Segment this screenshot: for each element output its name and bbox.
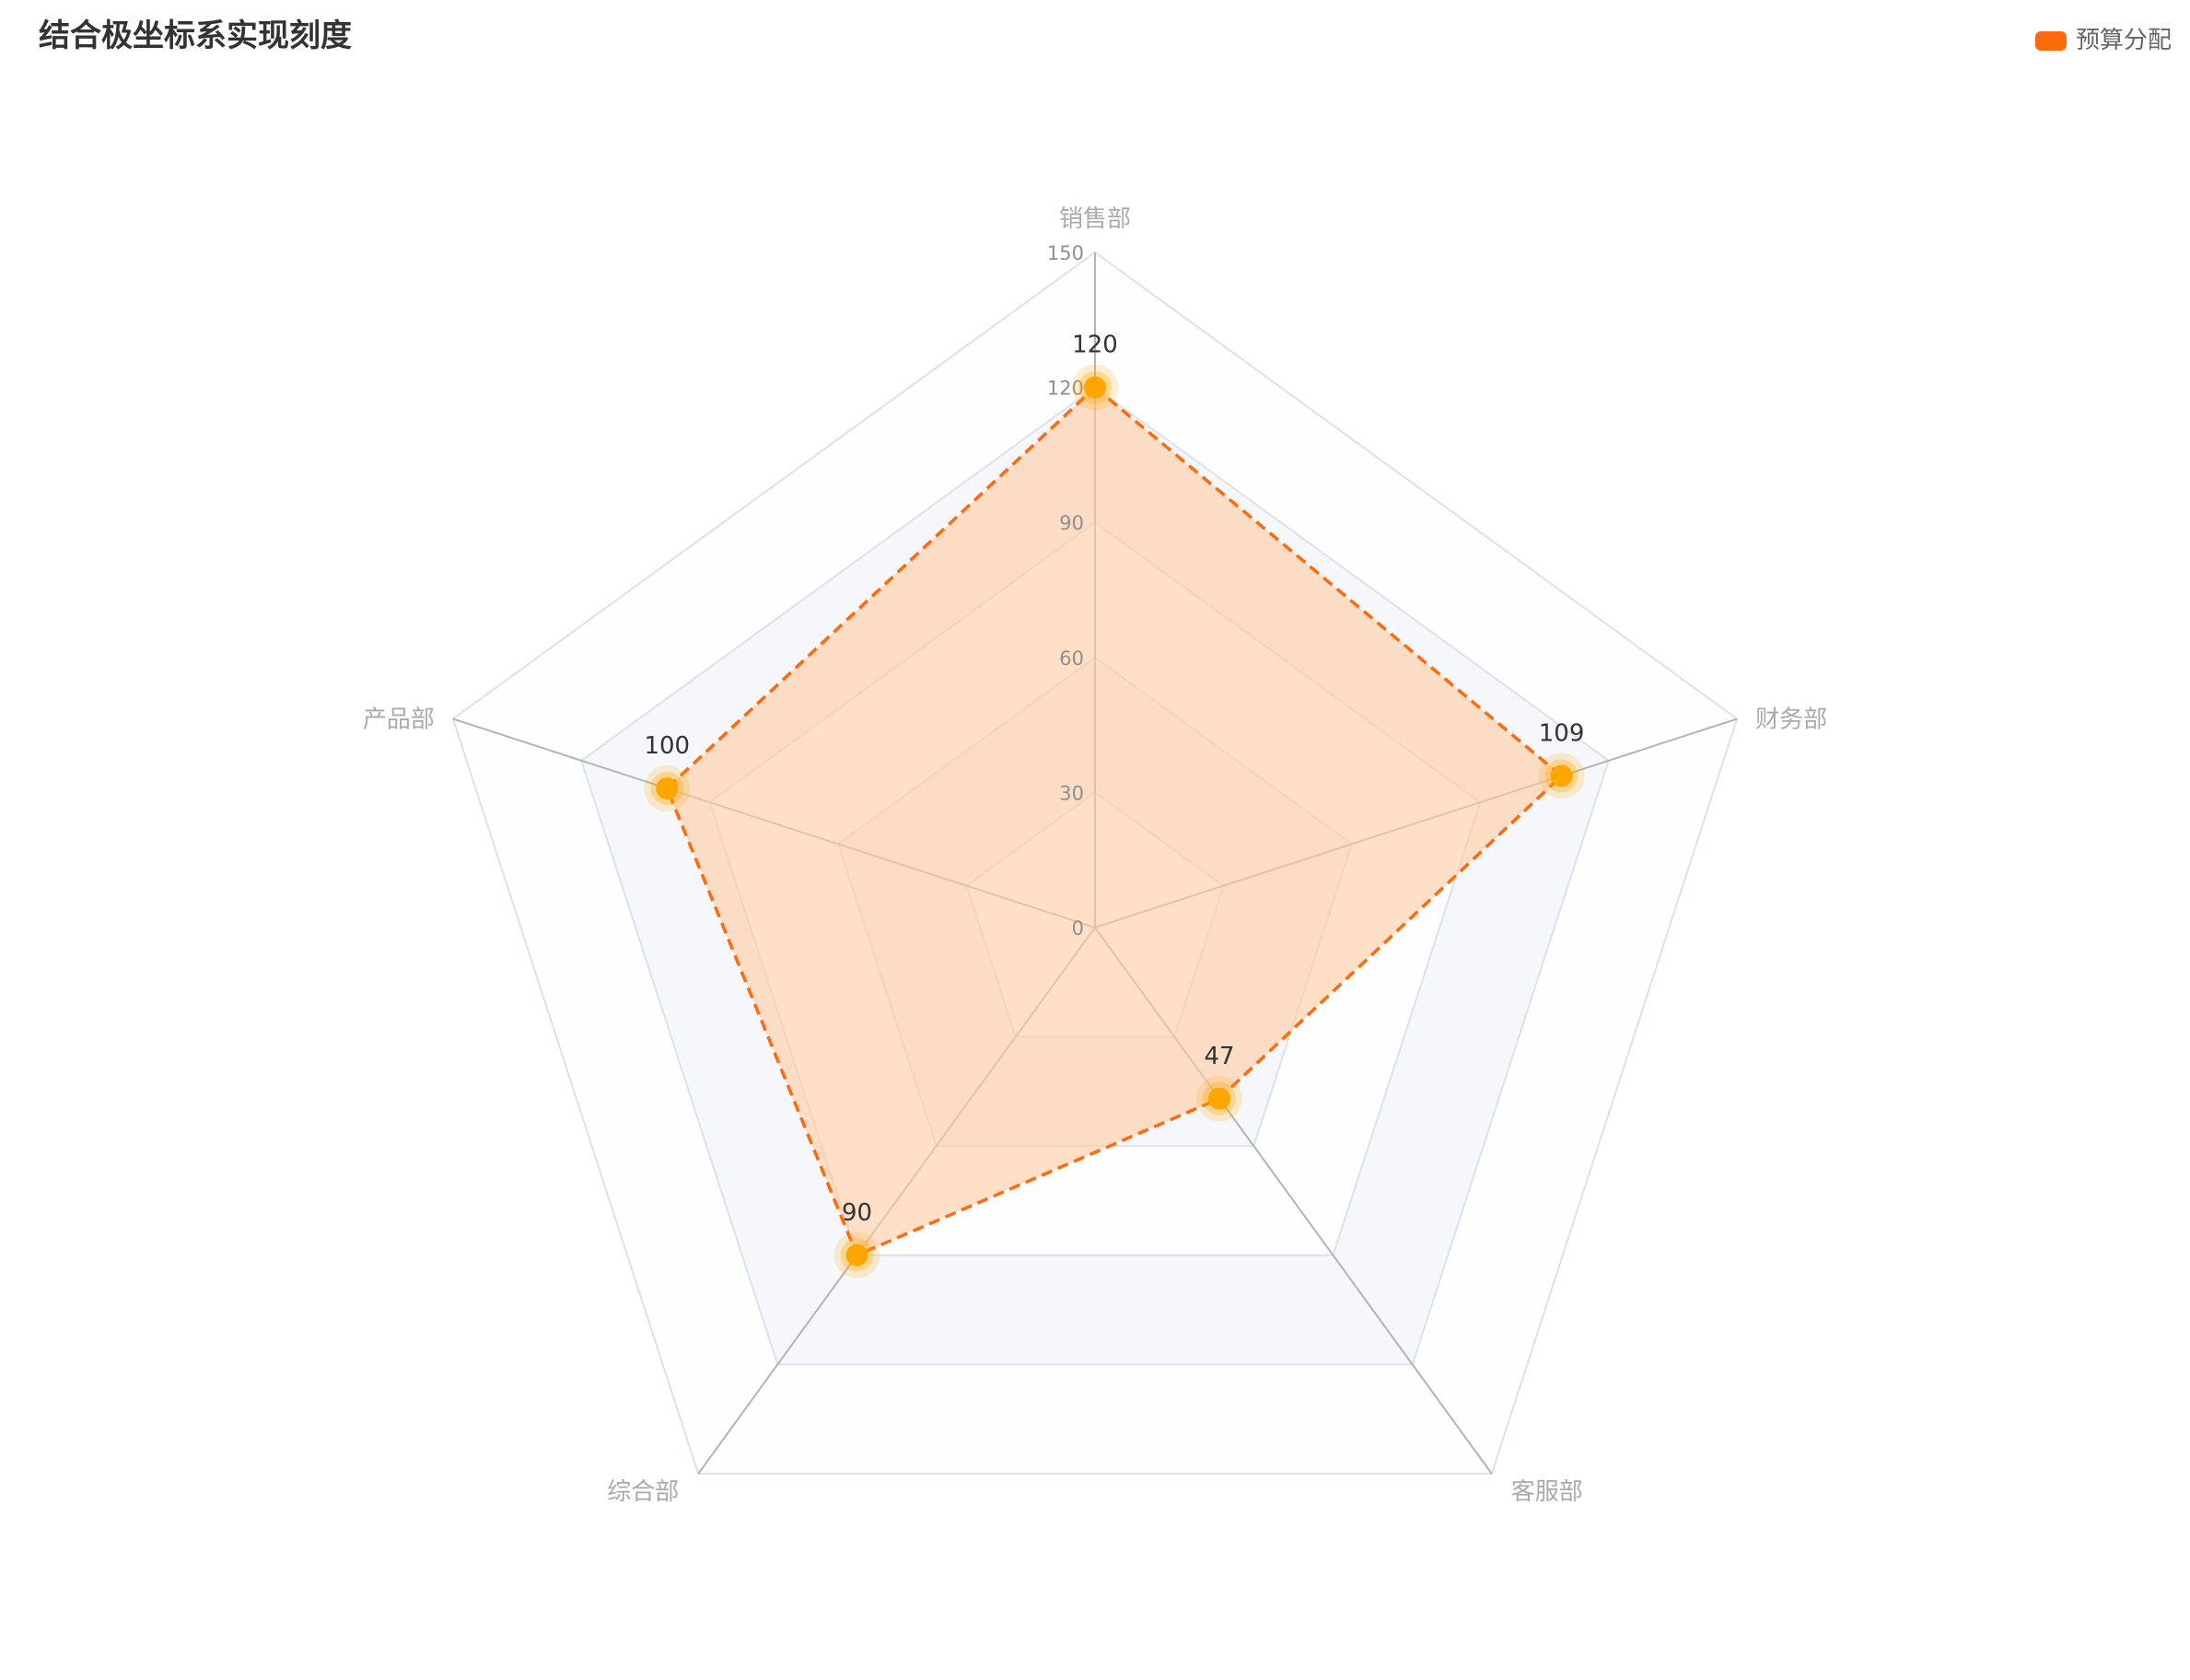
- axis-name: 销售部: [1059, 205, 1131, 233]
- series-point: [656, 777, 679, 799]
- series-area: [667, 387, 1562, 1255]
- series-layer: [665, 385, 1564, 1257]
- tick-label: 90: [1059, 512, 1084, 534]
- tick-label: 30: [1059, 782, 1084, 804]
- data-label: 47: [1204, 1043, 1234, 1070]
- series-point: [1550, 764, 1573, 788]
- data-label: 90: [842, 1199, 872, 1227]
- tick-label: 120: [1047, 378, 1084, 400]
- data-label: 120: [1072, 332, 1118, 359]
- tick-label: 150: [1047, 242, 1084, 264]
- series-points: [644, 364, 1585, 1278]
- series-point: [1084, 376, 1106, 399]
- split-line-4: [580, 386, 1610, 1366]
- tick-label: 60: [1059, 648, 1084, 670]
- legend-label[interactable]: 预算分配: [2075, 27, 2172, 54]
- legend[interactable]: 预算分配: [2034, 22, 2172, 59]
- data-labels: 120 109 47 90 100: [644, 332, 1584, 1227]
- series-line: [665, 385, 1564, 1257]
- chart-title: 结合极坐标系实现刻度: [39, 18, 352, 54]
- series-point: [845, 1243, 868, 1266]
- data-label: 100: [644, 732, 690, 760]
- series-point: [1208, 1087, 1230, 1110]
- tick-labels: 0 30 60 90 120 150: [1047, 242, 1084, 939]
- data-label: 109: [1539, 719, 1585, 747]
- axis-name: 财务部: [1755, 706, 1827, 734]
- legend-swatch[interactable]: [2034, 30, 2067, 51]
- split-line-5: [451, 251, 1739, 1475]
- axis-name: 客服部: [1511, 1478, 1583, 1506]
- axis-name: 产品部: [363, 706, 435, 734]
- axis-name: 综合部: [607, 1478, 679, 1506]
- tick-label: 0: [1072, 917, 1084, 939]
